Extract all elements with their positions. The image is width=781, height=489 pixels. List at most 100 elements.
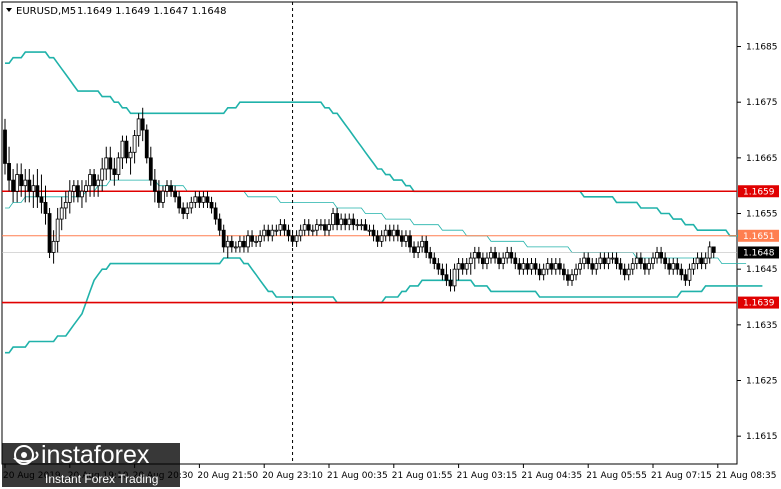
x-tick-label: 21 Aug 00:35: [327, 471, 388, 481]
candle-body: [501, 257, 506, 265]
candle: [691, 258, 696, 275]
candle: [602, 252, 607, 270]
candle-body: [270, 229, 275, 237]
candle: [683, 269, 688, 286]
candle: [622, 263, 627, 281]
candle-body: [327, 224, 331, 231]
candle-body: [88, 174, 92, 187]
candle-body: [371, 229, 376, 237]
candle: [387, 224, 392, 242]
candle: [116, 152, 121, 181]
dropdown-triangle-icon[interactable]: [6, 8, 12, 12]
instaforex-logo-icon: [13, 445, 39, 465]
candle: [258, 230, 263, 247]
candle-body: [598, 257, 603, 265]
candle-body: [343, 218, 348, 226]
candle-body: [687, 268, 692, 281]
candle: [671, 258, 676, 275]
candle: [80, 180, 84, 208]
candle: [237, 235, 242, 253]
price-axis[interactable]: 1.1685 1.1675 1.1665 1.1655 1.1645 1.1635 1.16…: [737, 43, 778, 443]
candle: [15, 163, 20, 203]
candle: [185, 202, 190, 220]
candle: [298, 224, 303, 242]
candle-body: [140, 118, 145, 131]
candle-body: [136, 118, 141, 136]
candle: [104, 146, 109, 181]
candle: [420, 235, 425, 253]
candle: [651, 252, 655, 270]
candle-body: [221, 229, 226, 248]
candle: [489, 246, 493, 264]
candle: [201, 191, 206, 208]
candle: [76, 180, 80, 203]
candle-body: [553, 263, 558, 270]
candle-body: [84, 185, 88, 192]
candle-body: [169, 185, 173, 192]
candle: [209, 196, 214, 214]
candle-body: [432, 257, 437, 265]
candle: [31, 174, 36, 208]
candle: [663, 252, 668, 270]
candle: [371, 224, 376, 242]
candle-body: [468, 257, 473, 265]
candle: [205, 191, 210, 208]
candle-body: [643, 263, 647, 270]
candle-body: [549, 263, 554, 270]
candle-body: [71, 185, 76, 192]
candle: [3, 118, 7, 175]
candle: [472, 246, 477, 270]
candle-body: [557, 263, 562, 270]
candle-body: [464, 263, 469, 270]
candle-body: [318, 224, 323, 227]
x-tick-label: 21 Aug 01:55: [392, 471, 453, 481]
price-level-labels: 1.1659 1.1651 1.1648 1.1639: [738, 185, 779, 309]
candle: [306, 219, 311, 236]
candle-body: [399, 235, 404, 242]
candle-body: [525, 263, 530, 270]
candle-body: [112, 168, 117, 175]
candle-body: [594, 263, 599, 270]
candle: [246, 230, 250, 253]
candle: [667, 258, 672, 275]
level-label-background: [738, 246, 779, 259]
candle: [525, 258, 530, 275]
candle: [383, 224, 388, 242]
candle: [262, 224, 267, 242]
candle: [614, 252, 619, 270]
candle-body: [472, 252, 477, 259]
candle: [124, 135, 129, 164]
candle-body: [355, 224, 360, 227]
candle-body: [582, 257, 587, 265]
candle: [318, 219, 323, 231]
candle-body: [444, 274, 449, 281]
candle-body: [35, 185, 40, 198]
candle: [55, 207, 60, 253]
candle: [562, 263, 566, 281]
candle: [412, 241, 416, 259]
candle-body: [274, 229, 279, 232]
candle-body: [505, 252, 510, 259]
candle: [699, 252, 704, 270]
candle: [399, 230, 404, 247]
candle-body: [574, 268, 578, 276]
candle-body: [663, 257, 668, 265]
candle: [112, 157, 117, 186]
candle-body: [420, 240, 425, 248]
candle-body: [189, 201, 194, 209]
candle: [375, 230, 380, 247]
candle: [594, 258, 599, 275]
y-tick-label: 1.1635: [746, 321, 778, 331]
candle-body: [124, 140, 129, 159]
candle: [84, 180, 88, 203]
candle-body: [395, 229, 400, 237]
candle-body: [23, 179, 28, 187]
candle: [590, 258, 595, 275]
candle: [566, 269, 570, 286]
y-tick-label: 1.1655: [746, 210, 778, 220]
candle: [323, 219, 327, 236]
candle: [391, 224, 396, 242]
candle: [557, 258, 562, 275]
candle: [367, 224, 372, 236]
